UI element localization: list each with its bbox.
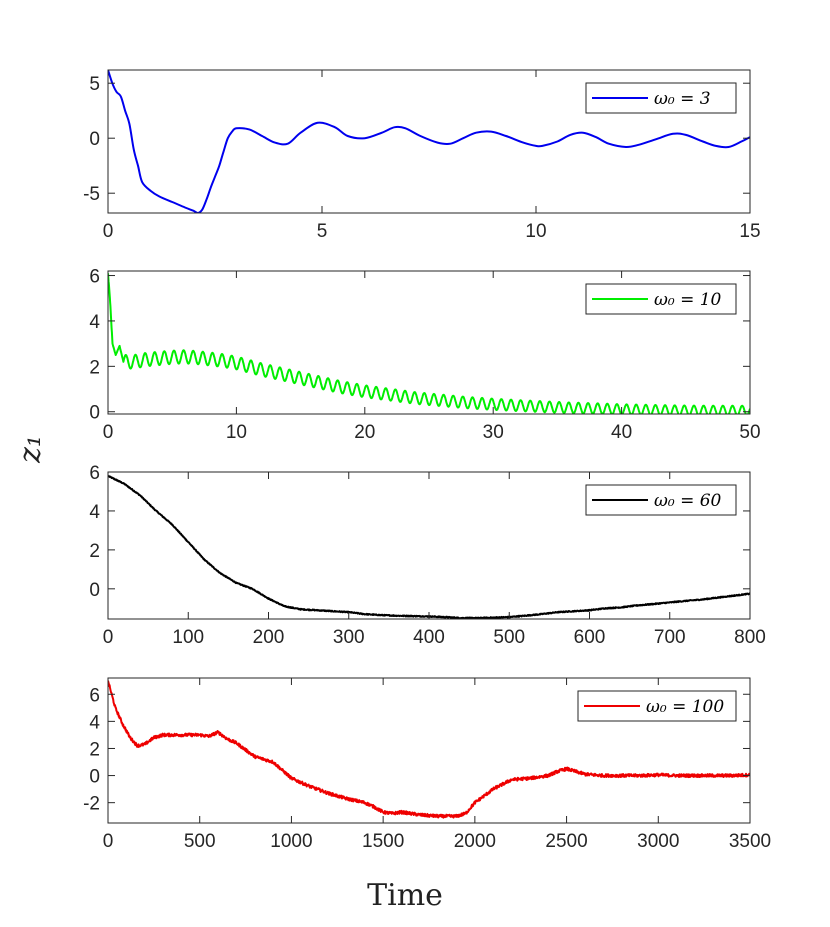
- y-tick-label: 5: [89, 74, 100, 95]
- x-tick-label: 10: [525, 221, 546, 242]
- y-tick-label: -5: [83, 184, 100, 205]
- y-tick-label: -2: [83, 794, 100, 815]
- y-tick-label: 2: [89, 357, 100, 378]
- y-tick-label: 4: [89, 502, 100, 523]
- x-tick-label: 30: [483, 422, 504, 443]
- y-tick-label: 0: [89, 580, 100, 601]
- x-tick-label: 1000: [270, 831, 312, 852]
- legend: ω₀ = 100: [577, 690, 737, 722]
- legend-label: ω₀ = 3: [654, 89, 711, 109]
- x-tick-label: 3000: [637, 831, 679, 852]
- legend: ω₀ = 60: [585, 484, 737, 516]
- axes-box: [107, 69, 751, 214]
- axes-box: [107, 677, 751, 824]
- x-tick-label: 2500: [545, 831, 587, 852]
- x-tick-label: 1500: [362, 831, 404, 852]
- y-tick-label: 0: [89, 767, 100, 788]
- y-tick-label: 6: [89, 463, 100, 484]
- y-tick-label: 4: [89, 712, 100, 733]
- y-tick-label: 6: [89, 267, 100, 288]
- x-tick-label: 100: [172, 627, 204, 648]
- x-tick-label: 500: [184, 831, 216, 852]
- x-tick-label: 800: [734, 627, 766, 648]
- x-tick-label: 600: [574, 627, 606, 648]
- series-line: [108, 680, 750, 819]
- series-line: [108, 70, 750, 213]
- x-tick-label: 500: [493, 627, 525, 648]
- y-tick-label: 0: [89, 403, 100, 424]
- subplot-3: 0 100 200 300 400 500 600 700 800 0 2 4 6 ω₀ = 60: [89, 463, 765, 648]
- axes-box: [107, 270, 751, 415]
- x-tick-label: 20: [354, 422, 375, 443]
- legend-label: ω₀ = 100: [646, 697, 724, 717]
- x-tick-label: 400: [413, 627, 445, 648]
- y-axis-label: z₁: [13, 435, 48, 464]
- x-tick-label: 200: [253, 627, 285, 648]
- y-tick-label: 6: [89, 685, 100, 706]
- y-tick-label: 0: [89, 129, 100, 150]
- x-tick-label: 5: [317, 221, 328, 242]
- y-tick-label: 4: [89, 312, 100, 333]
- x-tick-label: 2000: [454, 831, 496, 852]
- subplot-2: 0 10 20 30 40 50 0 2 4 6 ω₀ = 10: [89, 267, 760, 443]
- x-axis-label: Time: [367, 878, 443, 913]
- series-line: [108, 273, 750, 414]
- x-tick-label: 10: [226, 422, 247, 443]
- legend: ω₀ = 10: [585, 283, 737, 315]
- x-tick-label: 0: [103, 422, 114, 443]
- x-tick-label: 3500: [729, 831, 771, 852]
- x-tick-label: 0: [103, 627, 114, 648]
- x-tick-label: 50: [739, 422, 760, 443]
- x-tick-label: 0: [103, 831, 114, 852]
- x-tick-label: 40: [611, 422, 632, 443]
- x-tick-label: 15: [739, 221, 760, 242]
- x-tick-label: 700: [654, 627, 686, 648]
- x-tick-label: 0: [103, 221, 114, 242]
- legend-label: ω₀ = 60: [654, 491, 722, 511]
- y-tick-label: 2: [89, 739, 100, 760]
- legend: ω₀ = 3: [585, 82, 737, 114]
- y-tick-label: 2: [89, 541, 100, 562]
- x-tick-label: 300: [333, 627, 365, 648]
- legend-label: ω₀ = 10: [654, 290, 722, 310]
